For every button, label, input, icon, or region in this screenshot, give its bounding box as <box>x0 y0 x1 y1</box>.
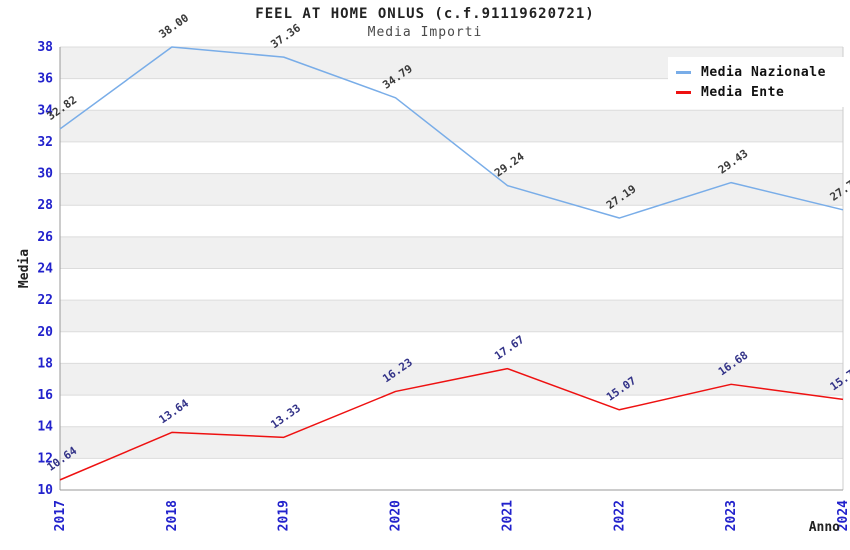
plot-band <box>60 300 843 332</box>
legend-entry-media-nazionale: Media Nazionale <box>676 62 844 82</box>
y-tick-label: 10 <box>37 483 53 498</box>
y-tick-label: 32 <box>37 135 53 150</box>
x-tick-label: 2021 <box>500 500 515 531</box>
legend-label: Media Nazionale <box>701 64 826 80</box>
y-tick-label: 38 <box>37 40 53 55</box>
plot-band <box>60 426 843 459</box>
x-tick-label: 2018 <box>165 500 180 531</box>
legend-entry-media-ente: Media Ente <box>676 82 844 102</box>
y-tick-label: 24 <box>37 262 53 277</box>
y-tick-label: 28 <box>37 198 53 213</box>
x-tick-label: 2024 <box>836 500 850 531</box>
y-tick-label: 36 <box>37 72 53 87</box>
x-axis-title: Anno <box>809 520 840 535</box>
chart-title: FEEL AT HOME ONLUS (c.f.91119620721) <box>255 6 595 22</box>
y-axis-title: Media <box>17 249 32 288</box>
series-line-media-ente <box>59 367 844 481</box>
data-point-label: 17.67 <box>492 333 527 363</box>
y-tick-label: 30 <box>37 167 53 182</box>
plot-band <box>60 110 843 142</box>
y-tick-label: 16 <box>37 388 53 403</box>
data-point-label: 29.43 <box>716 147 751 177</box>
plot-band <box>60 363 843 396</box>
data-point-label: 13.64 <box>157 397 192 427</box>
legend-line-swatch-red-icon <box>676 90 691 94</box>
x-tick-label: 2019 <box>277 500 292 531</box>
legend-line-swatch-blue-icon <box>676 70 691 74</box>
y-tick-label: 14 <box>37 420 53 435</box>
plot-band <box>60 236 843 269</box>
y-tick-label: 22 <box>37 293 53 308</box>
y-tick-label: 26 <box>37 230 53 245</box>
y-tick-label: 18 <box>37 356 53 371</box>
data-point-label: 38.00 <box>157 11 192 41</box>
x-tick-label: 2023 <box>724 500 739 531</box>
x-tick-label: 2017 <box>53 500 68 531</box>
y-tick-label: 20 <box>37 325 53 340</box>
plot-band <box>60 173 843 206</box>
chart-legend: Media Nazionale Media Ente <box>668 57 844 107</box>
y-tick-label: 12 <box>37 451 53 466</box>
x-tick-label: 2022 <box>612 500 627 531</box>
y-tick-label: 34 <box>37 103 53 118</box>
series-line-media-nazionale <box>59 46 844 219</box>
legend-label: Media Ente <box>701 84 785 100</box>
x-tick-label: 2020 <box>389 500 404 531</box>
chart-subtitle: Media Importi <box>367 25 483 40</box>
